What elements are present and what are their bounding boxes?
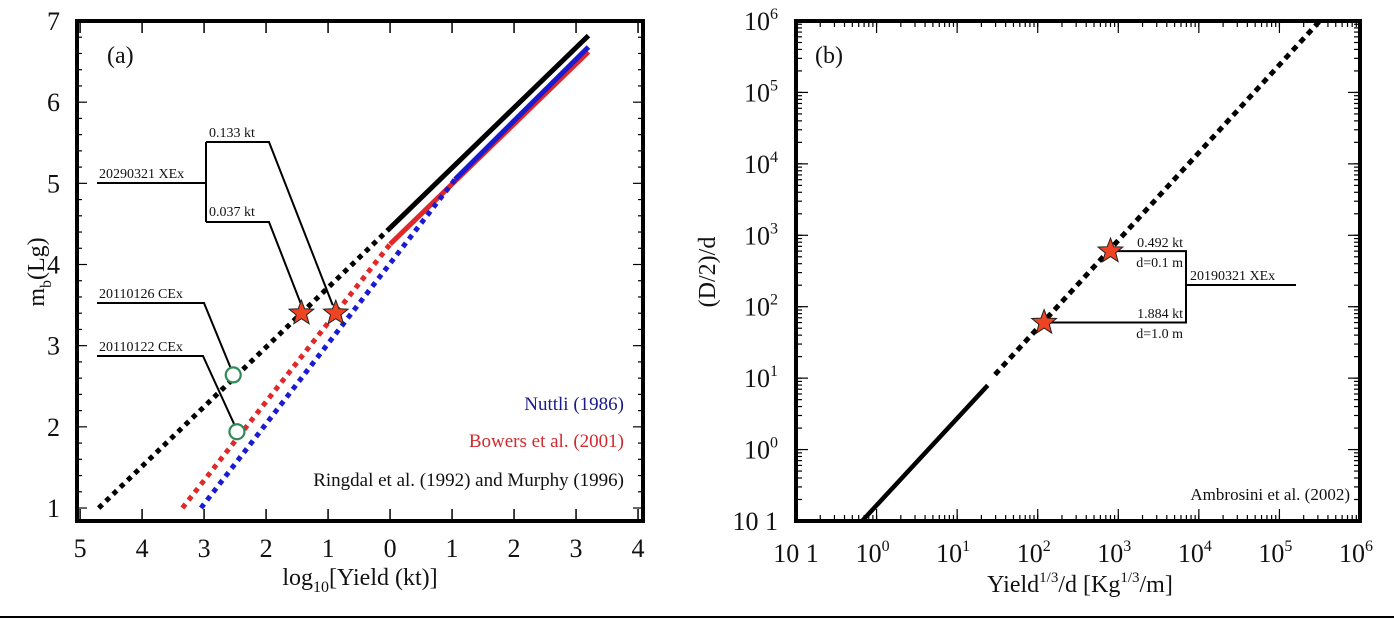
star-label-0492: 0.492 kt [1137, 236, 1183, 251]
callout-20110122 [97, 355, 235, 425]
y-tick-label: 103 [744, 220, 778, 250]
circle-marker [228, 423, 246, 441]
y-tick-label: 106 [744, 6, 778, 36]
x-tick-label: 10 1 [773, 539, 819, 568]
y-tick-label: 100 [744, 435, 778, 465]
series-solid-ambrosini [860, 383, 990, 523]
series-solid-Ringdal et al. (1992) and Murphy (1996) [388, 33, 591, 230]
x-tick-label: 100 [856, 538, 890, 568]
series-dotted-ambrosini [993, 19, 1322, 377]
legend-nuttli: Nuttli (1986) [524, 394, 624, 415]
circle-marker [224, 366, 242, 384]
y-tick-label: 101 [744, 363, 778, 393]
panel-b-ylabel: (D/2)/d [695, 237, 721, 308]
star-marker [1096, 236, 1125, 263]
panel-a-callouts [97, 141, 334, 425]
x-tick-label: 3 [198, 534, 211, 563]
star-label-0037: 0.037 kt [209, 205, 255, 220]
series-dotted-Nuttli (1986) [199, 177, 458, 510]
panel-b: 10 1 10 1 100 100 101 101 102 102 103 103 104 104 10… [695, 6, 1373, 598]
star-depth-01: d=0.1 m [1136, 256, 1183, 271]
y-tick-label: 6 [47, 88, 60, 117]
circle-label-20110122: 20110122 CEx [99, 340, 183, 355]
x-tick-label: 102 [1017, 538, 1051, 568]
star-marker [1030, 308, 1058, 335]
panel-b-ticks: 10 1 10 1 100 100 101 101 102 102 103 103 104 104 10… [733, 6, 1374, 568]
callout-20110126 [97, 302, 232, 368]
series-dotted-Ringdal et al. (1992) and Murphy (1996) [96, 226, 392, 510]
panel-a-series [96, 33, 591, 510]
panel-a: 5 4 3 2 1 0 1 2 3 4 1 2 3 4 5 6 7 (a) 20290321 XEx 0.133… [24, 7, 645, 596]
x-tick-label: 1 [322, 534, 335, 563]
star-marker [322, 298, 350, 325]
callout-0037 [206, 221, 303, 306]
panel-b-series [860, 19, 1322, 523]
panel-a-frame [75, 19, 645, 523]
circle-label-20110126: 20110126 CEx [99, 287, 183, 302]
y-tick-label: 2 [47, 413, 60, 442]
legend-bowers: Bowers et al. (2001) [469, 431, 624, 452]
x-tick-label: 4 [136, 534, 149, 563]
y-tick-label: 10 1 [733, 507, 779, 536]
x-tick-label: 104 [1178, 538, 1212, 568]
x-tick-label: 5 [74, 534, 87, 563]
event-label-xex-a: 20290321 XEx [99, 167, 184, 182]
panel-a-xlabel: log10[Yield (kt)] [282, 565, 437, 596]
x-tick-label: 101 [936, 538, 970, 568]
panel-b-callouts [1044, 250, 1296, 324]
y-tick-label: 104 [744, 149, 778, 179]
x-tick-label: 2 [508, 534, 521, 563]
panel-a-ticks: 5 4 3 2 1 0 1 2 3 4 1 2 3 4 5 6 7 [47, 7, 645, 563]
callout-bracket-b [1044, 250, 1187, 324]
series-solid-Nuttli (1986) [453, 45, 591, 182]
y-tick-label: 1 [47, 494, 60, 523]
panel-a-markers [224, 298, 350, 441]
panel-b-label: (b) [815, 43, 843, 69]
x-tick-label: 105 [1258, 538, 1292, 568]
series-dotted-Bowers et al. (2001) [180, 242, 393, 510]
x-tick-label: 0 [384, 534, 397, 563]
star-depth-10: d=1.0 m [1136, 327, 1183, 342]
panel-b-frame [794, 19, 1362, 523]
legend-ambrosini: Ambrosini et al. (2002) [1190, 485, 1350, 504]
x-tick-label: 2 [260, 534, 273, 563]
y-tick-label: 105 [744, 77, 778, 107]
panel-a-label: (a) [107, 43, 134, 69]
y-tick-label: 102 [744, 292, 778, 322]
callout-0133 [206, 141, 334, 306]
x-tick-label: 103 [1097, 538, 1131, 568]
legend-ringdal-murphy: Ringdal et al. (1992) and Murphy (1996) [313, 470, 624, 491]
x-tick-label: 4 [632, 534, 645, 563]
star-label-1884: 1.884 kt [1137, 307, 1183, 322]
x-tick-label: 1 [446, 534, 459, 563]
panel-b-xlabel: Yield1/3/d [Kg1/3/m] [987, 570, 1173, 598]
star-label-0133: 0.133 kt [209, 126, 255, 141]
y-tick-label: 4 [47, 251, 60, 280]
y-tick-label: 7 [47, 7, 60, 36]
x-tick-label: 3 [570, 534, 583, 563]
star-marker [287, 298, 316, 325]
y-tick-label: 5 [47, 169, 60, 198]
event-label-xex-b: 20190321 XEx [1190, 269, 1275, 284]
x-tick-label: 106 [1339, 538, 1373, 568]
y-tick-label: 3 [47, 332, 60, 361]
panel-a-ylabel: mb(Lg) [24, 237, 55, 306]
panel-b-markers [1030, 236, 1125, 335]
